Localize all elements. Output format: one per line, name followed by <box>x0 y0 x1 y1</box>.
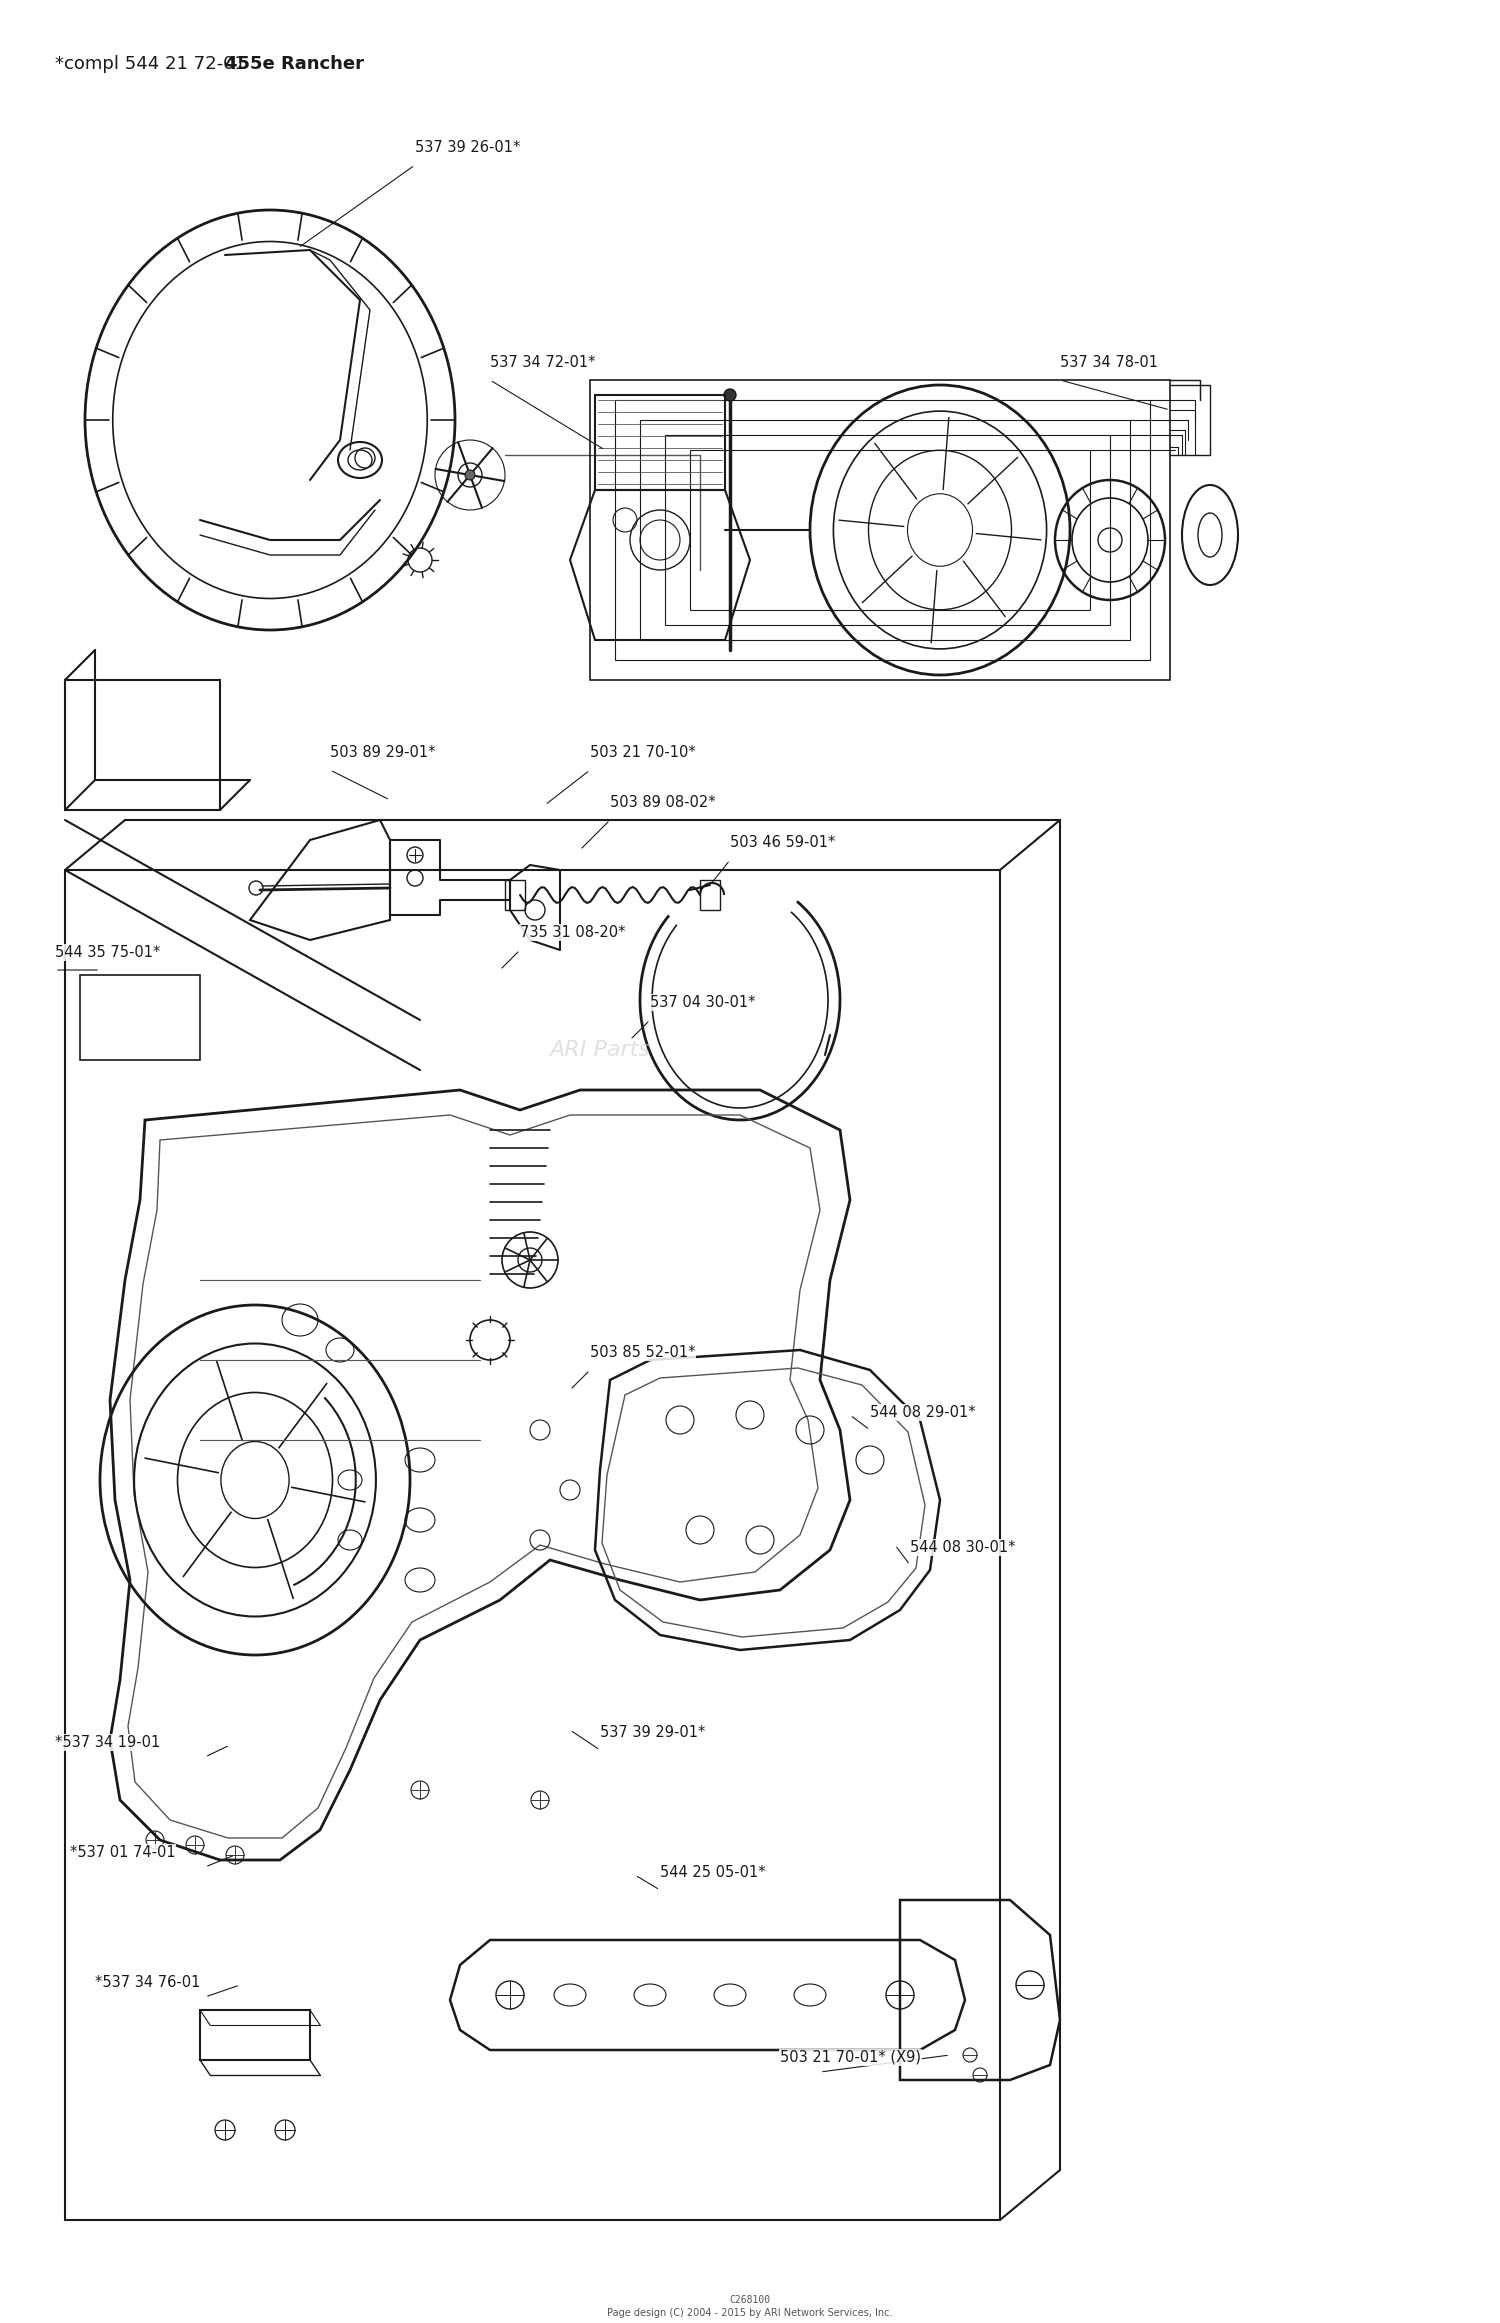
Text: 537 39 29-01*: 537 39 29-01* <box>600 1726 705 1740</box>
Text: 503 21 70-01* (X9): 503 21 70-01* (X9) <box>780 2049 921 2065</box>
Text: 503 46 59-01*: 503 46 59-01* <box>730 834 836 850</box>
Text: 544 08 29-01*: 544 08 29-01* <box>870 1405 975 1419</box>
Text: Page design (C) 2004 - 2015 by ARI Network Services, Inc.: Page design (C) 2004 - 2015 by ARI Netwo… <box>608 2309 892 2318</box>
Text: C268100: C268100 <box>729 2295 771 2304</box>
Text: 455e Rancher: 455e Rancher <box>225 56 364 72</box>
Text: 544 08 30-01*: 544 08 30-01* <box>910 1540 1016 1554</box>
Text: 537 39 26-01*: 537 39 26-01* <box>416 139 520 156</box>
Text: 503 89 29-01*: 503 89 29-01* <box>330 746 435 760</box>
Text: 537 34 72-01*: 537 34 72-01* <box>490 355 596 369</box>
Text: 544 25 05-01*: 544 25 05-01* <box>660 1865 765 1879</box>
Circle shape <box>724 388 736 402</box>
Text: 544 35 75-01*: 544 35 75-01* <box>56 945 160 959</box>
Text: *537 34 76-01: *537 34 76-01 <box>94 1975 201 1991</box>
Text: ARI Parts: ARI Parts <box>549 1041 651 1059</box>
Text: 503 21 70-10*: 503 21 70-10* <box>590 746 696 760</box>
Text: 537 04 30-01*: 537 04 30-01* <box>650 994 756 1011</box>
Text: 503 85 52-01*: 503 85 52-01* <box>590 1345 696 1359</box>
Circle shape <box>465 469 476 481</box>
Text: 503 89 08-02*: 503 89 08-02* <box>610 794 716 811</box>
Text: *compl 544 21 72-01: *compl 544 21 72-01 <box>56 56 252 72</box>
Text: *537 34 19-01: *537 34 19-01 <box>56 1735 160 1749</box>
Text: 537 34 78-01: 537 34 78-01 <box>1060 355 1158 369</box>
Text: 735 31 08-20*: 735 31 08-20* <box>520 925 626 941</box>
Text: *537 01 74-01: *537 01 74-01 <box>70 1844 176 1861</box>
